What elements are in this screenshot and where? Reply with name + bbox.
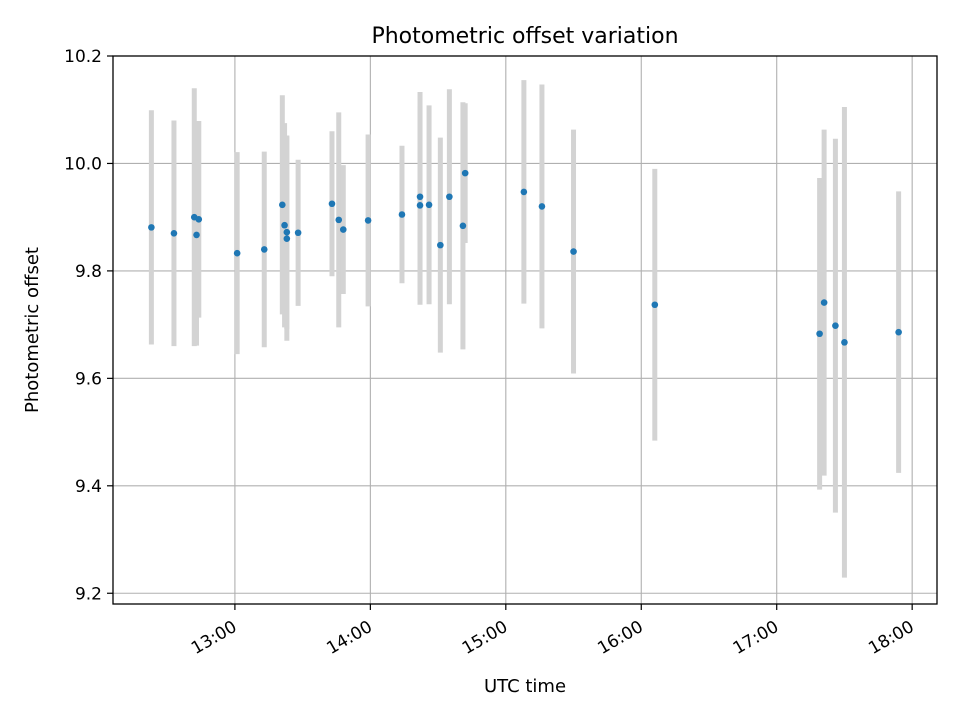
data-point (195, 216, 203, 223)
data-point (570, 248, 577, 255)
data-point (416, 193, 424, 201)
data-point (364, 217, 372, 224)
data-point (328, 200, 336, 208)
data-point (832, 322, 839, 330)
data-point (233, 249, 241, 257)
data-point (816, 330, 823, 338)
y-tick-label: 9.8 (75, 262, 102, 282)
data-point (260, 246, 268, 253)
y-axis-label: Photometric offset (22, 247, 43, 413)
data-point (335, 216, 343, 224)
data-point (398, 211, 406, 218)
y-tick-label: 9.6 (75, 369, 102, 389)
data-point (281, 221, 288, 229)
data-point (459, 222, 467, 230)
data-point (538, 203, 546, 210)
x-axis-label: UTC time (484, 676, 566, 697)
data-point (520, 188, 528, 196)
data-point (283, 235, 291, 242)
data-point (416, 202, 424, 209)
data-point (148, 224, 155, 231)
data-point (283, 228, 291, 236)
data-point (193, 231, 200, 239)
y-axis: 9.2 9.4 9.6 9.8 10.0 10.2 (64, 47, 113, 604)
data-point (841, 339, 848, 346)
data-point (170, 229, 178, 237)
chart-title: Photometric offset variation (371, 24, 678, 49)
data-point (820, 299, 828, 306)
y-tick-label: 10.2 (64, 47, 102, 67)
data-point (339, 226, 347, 233)
data-point (425, 201, 433, 209)
data-point (279, 201, 286, 209)
y-tick-label: 10.0 (64, 154, 102, 174)
y-tick-label: 9.4 (75, 477, 102, 497)
data-point (437, 241, 444, 249)
y-tick-label: 9.2 (75, 584, 102, 604)
data-points (148, 169, 902, 346)
data-point (651, 301, 659, 309)
data-point (895, 328, 902, 336)
data-point (446, 193, 453, 201)
data-point (294, 229, 302, 237)
plot-frame (112, 55, 938, 605)
data-point (461, 169, 469, 177)
